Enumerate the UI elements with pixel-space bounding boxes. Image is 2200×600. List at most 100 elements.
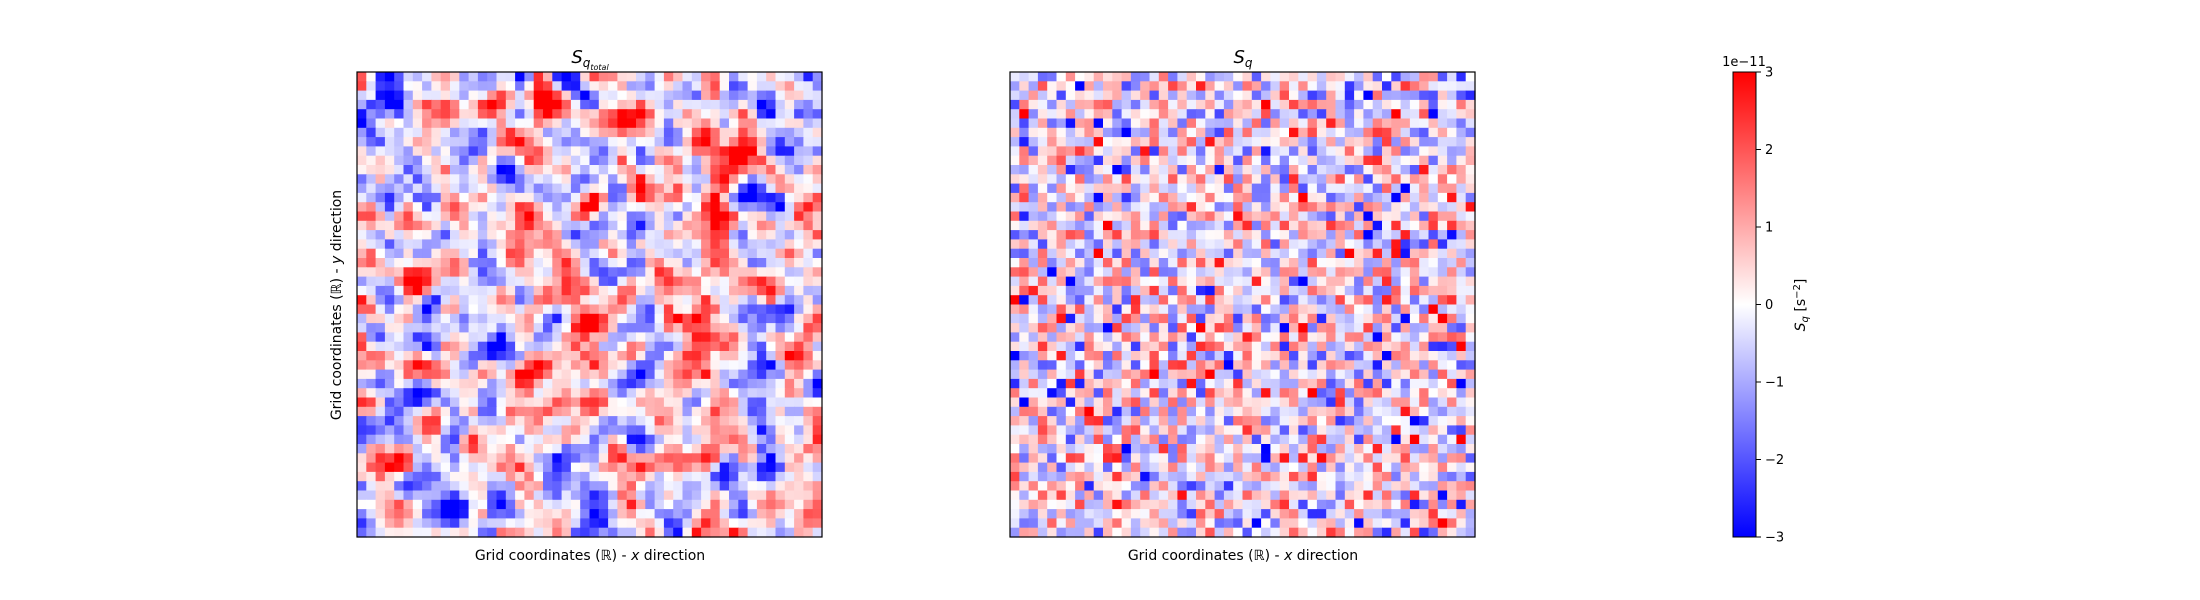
heatmap-cell xyxy=(1437,360,1448,371)
heatmap-cell xyxy=(682,118,693,129)
heatmap-cell xyxy=(1168,425,1178,436)
heatmap-cell xyxy=(394,509,405,519)
heatmap-cell xyxy=(1251,174,1262,185)
heatmap-cell xyxy=(1158,518,1169,529)
heatmap-cell xyxy=(1456,313,1467,324)
heatmap-cell xyxy=(663,202,674,213)
heatmap-cell xyxy=(738,155,749,166)
heatmap-cell xyxy=(673,332,684,343)
heatmap-cell xyxy=(1326,276,1337,287)
heatmap-cell xyxy=(1261,462,1271,473)
heatmap-cell xyxy=(1400,341,1411,352)
heatmap-cell xyxy=(570,406,581,417)
heatmap-cell xyxy=(1344,351,1355,361)
heatmap-cell xyxy=(375,183,386,194)
heatmap-cell xyxy=(570,81,581,92)
heatmap-cell xyxy=(1196,192,1206,203)
heatmap-cell xyxy=(515,99,525,110)
heatmap-cell xyxy=(1382,518,1392,529)
heatmap-cell xyxy=(1335,462,1346,473)
heatmap-cell xyxy=(1344,137,1355,147)
heatmap-cell xyxy=(1326,127,1337,138)
heatmap-cell xyxy=(738,295,749,306)
heatmap-cell xyxy=(459,434,470,445)
heatmap-cell xyxy=(626,462,637,473)
heatmap-cell xyxy=(1065,72,1076,82)
heatmap-cell xyxy=(1075,109,1085,120)
heatmap-cell xyxy=(1158,90,1169,101)
heatmap-cell xyxy=(1363,388,1374,399)
heatmap-cell xyxy=(1335,304,1346,315)
heatmap-cell xyxy=(1205,378,1216,389)
heatmap-cell xyxy=(682,481,693,492)
heatmap-cell xyxy=(357,295,367,306)
heatmap-cell xyxy=(366,174,377,185)
heatmap-cell xyxy=(1363,220,1374,231)
heatmap-cell xyxy=(1400,239,1411,250)
heatmap-cell xyxy=(468,276,479,287)
heatmap-cell xyxy=(1447,444,1457,454)
heatmap-cell xyxy=(598,462,609,473)
heatmap-cell xyxy=(515,499,525,510)
heatmap-cell xyxy=(543,444,553,454)
heatmap-cell xyxy=(1354,202,1364,213)
heatmap-cell xyxy=(1363,434,1374,445)
heatmap-cell xyxy=(515,192,525,203)
heatmap-cell xyxy=(1307,509,1318,519)
heatmap-cell xyxy=(738,192,749,203)
heatmap-cell xyxy=(1084,109,1095,120)
heatmap-cell xyxy=(1130,81,1141,92)
heatmap-cell xyxy=(1437,109,1448,120)
heatmap-cell xyxy=(1261,239,1271,250)
heatmap-cell xyxy=(1289,183,1299,194)
heatmap-cell xyxy=(1075,248,1085,259)
heatmap-cell xyxy=(1233,285,1244,296)
heatmap-cell xyxy=(477,285,488,296)
heatmap-cell xyxy=(1261,369,1271,380)
heatmap-cell xyxy=(1363,165,1374,175)
heatmap-cell xyxy=(1372,202,1383,213)
heatmap-cell xyxy=(1121,313,1132,324)
heatmap-cell xyxy=(1047,230,1058,240)
heatmap-cell xyxy=(1335,527,1346,538)
heatmap-cell xyxy=(1419,146,1430,157)
heatmap-cell xyxy=(1149,192,1160,203)
heatmap-cell xyxy=(561,518,572,529)
heatmap-cell xyxy=(1158,406,1169,417)
heatmap-cell xyxy=(589,174,600,185)
heatmap-cell xyxy=(673,388,684,399)
heatmap-cell xyxy=(1121,118,1132,129)
heatmap-cell xyxy=(580,285,591,296)
heatmap-cell xyxy=(673,99,684,110)
heatmap-cell xyxy=(645,155,656,166)
heatmap-cell xyxy=(1158,267,1169,278)
heatmap-cell xyxy=(682,258,693,268)
heatmap-cell xyxy=(663,137,674,147)
heatmap-cell xyxy=(366,230,377,240)
heatmap-cell xyxy=(654,99,665,110)
heatmap-cell xyxy=(1354,220,1364,231)
heatmap-cell xyxy=(1447,518,1457,529)
heatmap-cell xyxy=(1251,332,1262,343)
heatmap-cell xyxy=(784,481,795,492)
heatmap-cell xyxy=(1372,220,1383,231)
heatmap-cell xyxy=(812,127,823,138)
heatmap-cell xyxy=(1186,471,1197,482)
heatmap-cell xyxy=(1307,137,1318,147)
heatmap-cell xyxy=(1354,258,1364,268)
heatmap-cell xyxy=(533,351,544,361)
heatmap-cell xyxy=(1112,341,1123,352)
heatmap-cell xyxy=(357,490,367,501)
heatmap-cell xyxy=(617,481,628,492)
heatmap-cell xyxy=(468,165,479,175)
heatmap-cell xyxy=(1363,453,1374,464)
heatmap-cell xyxy=(645,406,656,417)
heatmap-cell xyxy=(645,462,656,473)
heatmap-cell xyxy=(543,527,553,538)
heatmap-cell xyxy=(450,248,460,259)
heatmap-cell xyxy=(515,378,525,389)
heatmap-cell xyxy=(1261,341,1271,352)
heatmap-cell xyxy=(403,155,414,166)
heatmap-cell xyxy=(645,276,656,287)
heatmap-cell xyxy=(775,183,786,194)
